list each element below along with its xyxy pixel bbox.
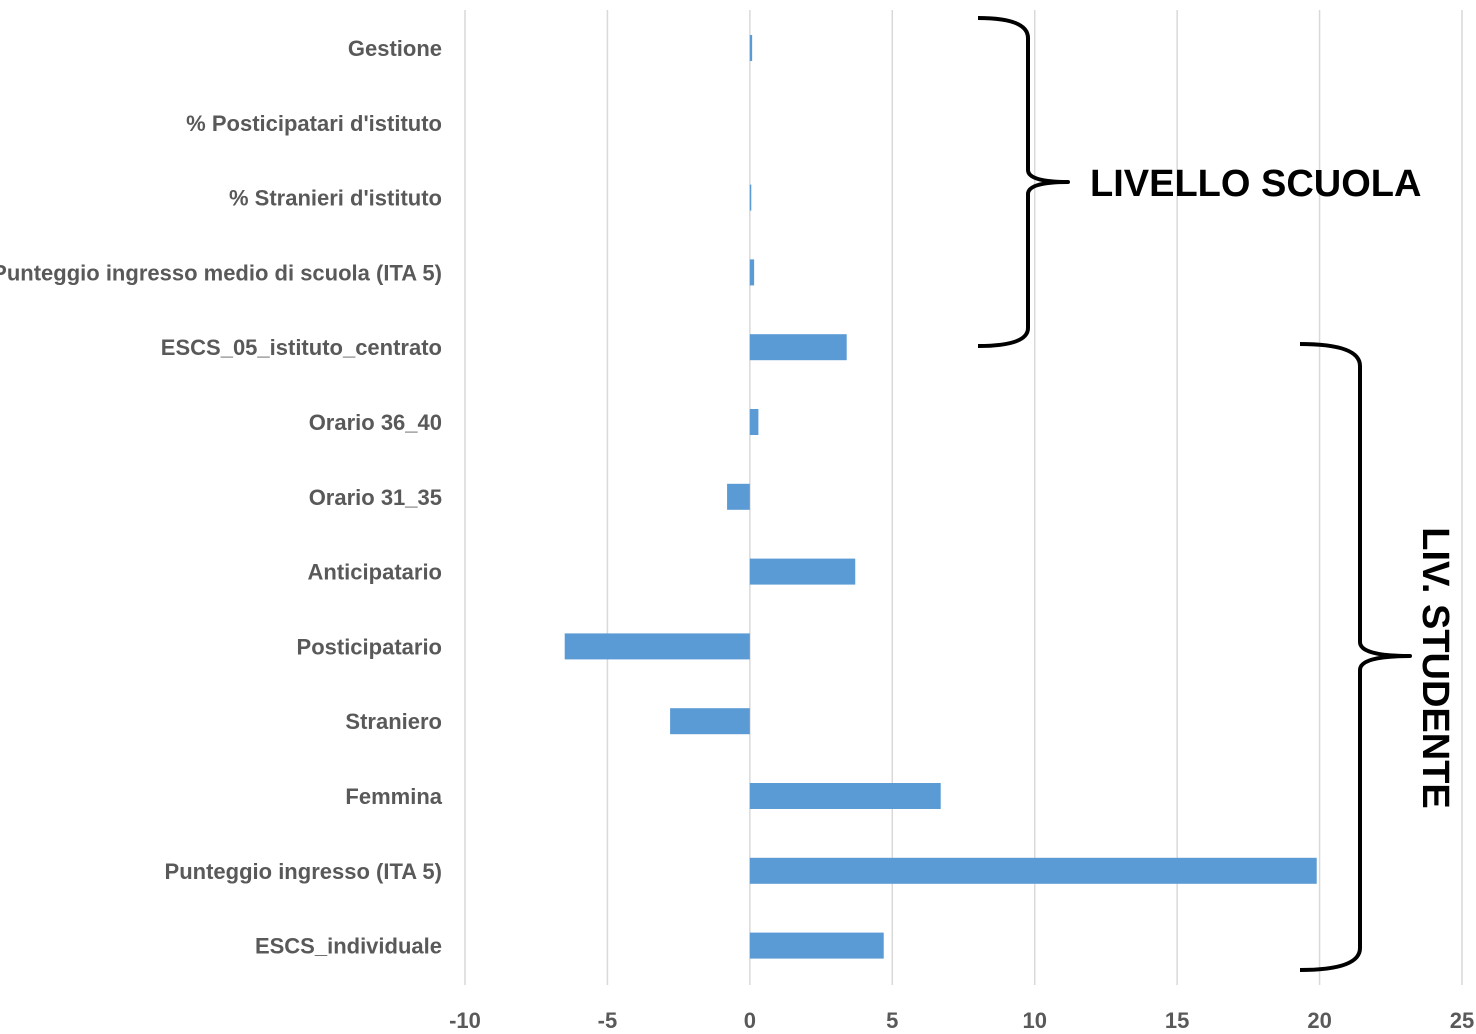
- bar: [749, 184, 752, 211]
- x-tick-label: 0: [744, 1008, 756, 1033]
- bar: [727, 483, 750, 510]
- bar: [670, 708, 750, 735]
- x-tick-label: -5: [598, 1008, 618, 1033]
- x-tick-label: 25: [1450, 1008, 1474, 1033]
- x-tick-label: 15: [1165, 1008, 1189, 1033]
- category-label: ESCS_05_istituto_centrato: [161, 335, 442, 360]
- category-label: Anticipatario: [308, 560, 442, 585]
- category-label: Punteggio ingresso medio di scuola (ITA …: [0, 260, 442, 285]
- category-label: Orario 31_35: [309, 485, 442, 510]
- gridlines: [464, 10, 1463, 985]
- x-tick-label: 20: [1307, 1008, 1331, 1033]
- brace-liv-studente: [1299, 342, 1412, 972]
- bar: [749, 857, 1317, 884]
- bar: [749, 259, 755, 286]
- category-label: Orario 36_40: [309, 410, 442, 435]
- bars: [564, 35, 1317, 959]
- brace-livello-scuola: [977, 16, 1070, 348]
- bar: [749, 783, 941, 809]
- category-label: ESCS_individuale: [255, 934, 442, 959]
- category-label: Straniero: [345, 709, 442, 734]
- bar: [749, 409, 759, 435]
- x-tick-label: 10: [1022, 1008, 1046, 1033]
- group-label-livello-scuola: LIVELLO SCUOLA: [1090, 163, 1421, 205]
- annotation-liv-studente: LIV. STUDENTE: [1299, 342, 1456, 972]
- bar: [749, 558, 856, 585]
- bar: [749, 35, 753, 61]
- annotation-livello-scuola: LIVELLO SCUOLA: [977, 16, 1421, 348]
- bar: [564, 633, 750, 660]
- category-label: Punteggio ingresso (ITA 5): [165, 859, 442, 884]
- group-label-liv-studente: LIV. STUDENTE: [1414, 527, 1456, 809]
- category-labels: Gestione % Posticipatari d'istituto % Stra…: [0, 36, 443, 959]
- category-label: % Posticipatari d'istituto: [186, 111, 442, 136]
- bar: [749, 932, 884, 959]
- category-label: % Stranieri d'istituto: [229, 186, 442, 211]
- x-tick-label: 5: [886, 1008, 898, 1033]
- category-label: Gestione: [348, 36, 442, 61]
- x-tick-label: -10: [449, 1008, 481, 1033]
- category-label: Posticipatario: [297, 634, 442, 659]
- x-axis-tick-labels: -10 -5 0 5 10 15 20 25: [449, 1008, 1474, 1033]
- category-label: Femmina: [345, 784, 442, 809]
- bar: [749, 334, 847, 361]
